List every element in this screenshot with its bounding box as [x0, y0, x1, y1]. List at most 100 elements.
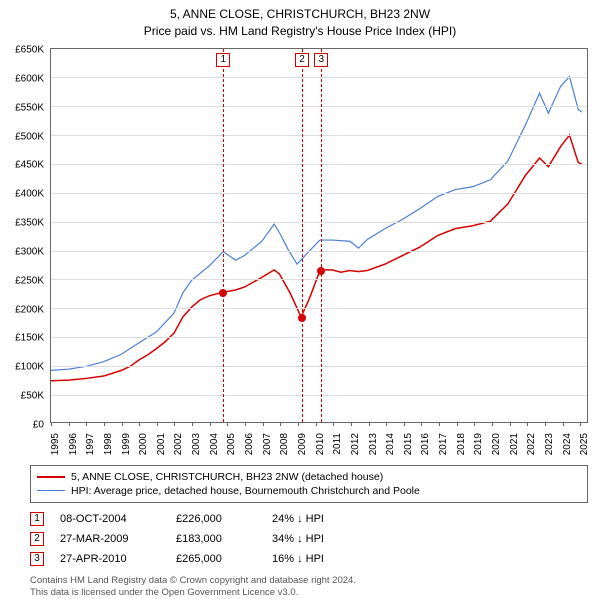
y-axis: £0£50K£100K£150K£200K£250K£300K£350K£400… [0, 50, 48, 425]
event-row: 2 27-MAR-2009 £183,000 34% ↓ HPI [30, 529, 588, 549]
y-tick-label: £350K [0, 218, 44, 229]
gridline [51, 251, 587, 252]
x-tick-mark [192, 422, 193, 426]
footnote: Contains HM Land Registry data © Crown c… [30, 575, 588, 599]
gridline [51, 395, 587, 396]
footnote-line-2: This data is licensed under the Open Gov… [30, 587, 588, 599]
gridline [51, 135, 587, 136]
x-tick-label: 2002 [173, 433, 184, 455]
x-tick-mark [86, 422, 87, 426]
x-axis: 1995199619971998199920002001200220032004… [50, 427, 588, 467]
event-price: £183,000 [176, 533, 256, 545]
event-price: £226,000 [176, 513, 256, 525]
legend-box: 5, ANNE CLOSE, CHRISTCHURCH, BH23 2NW (d… [30, 465, 588, 503]
x-tick-label: 2022 [526, 433, 537, 455]
x-tick-mark [333, 422, 334, 426]
x-tick-mark [157, 422, 158, 426]
event-price: £265,000 [176, 553, 256, 565]
x-tick-label: 2021 [509, 433, 520, 455]
x-tick-mark [139, 422, 140, 426]
marker-number-box: 1 [216, 53, 230, 67]
event-date: 27-APR-2010 [60, 553, 160, 565]
x-tick-mark [439, 422, 440, 426]
x-tick-label: 1995 [50, 433, 61, 455]
event-number-box: 2 [30, 532, 44, 546]
x-tick-label: 2012 [350, 433, 361, 455]
x-tick-mark [69, 422, 70, 426]
series-property [51, 135, 582, 381]
marker-number-box: 3 [314, 53, 328, 67]
x-tick-mark [421, 422, 422, 426]
event-number-box: 1 [30, 512, 44, 526]
y-tick-label: £500K [0, 131, 44, 142]
x-tick-label: 2007 [262, 433, 273, 455]
x-tick-mark [174, 422, 175, 426]
x-tick-label: 2024 [562, 433, 573, 455]
legend-row: HPI: Average price, detached house, Bour… [37, 484, 581, 498]
event-diff: 16% ↓ HPI [272, 553, 362, 565]
chart-plot-area: 123 [50, 48, 588, 423]
event-number-box: 3 [30, 552, 44, 566]
chart-container: 5, ANNE CLOSE, CHRISTCHURCH, BH23 2NW Pr… [0, 0, 600, 590]
x-tick-mark [492, 422, 493, 426]
gridline [51, 308, 587, 309]
x-tick-label: 1997 [85, 433, 96, 455]
gridline [51, 337, 587, 338]
title-line-2: Price paid vs. HM Land Registry's House … [0, 23, 600, 40]
x-tick-label: 2006 [244, 433, 255, 455]
gridline [51, 106, 587, 107]
x-tick-mark [298, 422, 299, 426]
x-tick-label: 2005 [226, 433, 237, 455]
x-tick-mark [527, 422, 528, 426]
gridline [51, 279, 587, 280]
legend-row: 5, ANNE CLOSE, CHRISTCHURCH, BH23 2NW (d… [37, 470, 581, 484]
x-tick-label: 2004 [209, 433, 220, 455]
footnote-line-1: Contains HM Land Registry data © Crown c… [30, 575, 588, 587]
x-tick-mark [280, 422, 281, 426]
event-diff: 34% ↓ HPI [272, 533, 362, 545]
event-diff: 24% ↓ HPI [272, 513, 362, 525]
legend-label: 5, ANNE CLOSE, CHRISTCHURCH, BH23 2NW (d… [71, 471, 383, 483]
x-tick-mark [580, 422, 581, 426]
x-tick-label: 2011 [332, 433, 343, 455]
x-tick-label: 2008 [279, 433, 290, 455]
event-date: 27-MAR-2009 [60, 533, 160, 545]
x-tick-label: 2014 [385, 433, 396, 455]
x-tick-label: 2017 [438, 433, 449, 455]
x-tick-mark [122, 422, 123, 426]
y-tick-label: £300K [0, 246, 44, 257]
gridline [51, 77, 587, 78]
x-tick-mark [386, 422, 387, 426]
marker-vline [223, 49, 224, 422]
x-tick-label: 2016 [420, 433, 431, 455]
y-tick-label: £600K [0, 73, 44, 84]
x-tick-mark [227, 422, 228, 426]
title-line-1: 5, ANNE CLOSE, CHRISTCHURCH, BH23 2NW [0, 6, 600, 23]
event-date: 08-OCT-2004 [60, 513, 160, 525]
events-table: 1 08-OCT-2004 £226,000 24% ↓ HPI 2 27-MAR-200… [30, 509, 588, 569]
x-tick-mark [474, 422, 475, 426]
x-tick-label: 2001 [156, 433, 167, 455]
x-tick-mark [404, 422, 405, 426]
x-tick-mark [245, 422, 246, 426]
x-tick-mark [510, 422, 511, 426]
x-tick-label: 2015 [403, 433, 414, 455]
gridline [51, 193, 587, 194]
y-tick-label: £150K [0, 333, 44, 344]
x-tick-label: 1999 [121, 433, 132, 455]
x-tick-mark [263, 422, 264, 426]
x-tick-label: 2020 [491, 433, 502, 455]
y-tick-label: £550K [0, 102, 44, 113]
gridline [51, 164, 587, 165]
x-tick-label: 2023 [544, 433, 555, 455]
legend-swatch [37, 490, 65, 492]
y-tick-label: £50K [0, 391, 44, 402]
y-tick-label: £400K [0, 189, 44, 200]
x-tick-label: 2010 [315, 433, 326, 455]
x-tick-mark [545, 422, 546, 426]
x-tick-mark [104, 422, 105, 426]
series-hpi [51, 76, 582, 370]
x-tick-label: 1996 [68, 433, 79, 455]
x-tick-label: 2003 [191, 433, 202, 455]
x-tick-mark [51, 422, 52, 426]
